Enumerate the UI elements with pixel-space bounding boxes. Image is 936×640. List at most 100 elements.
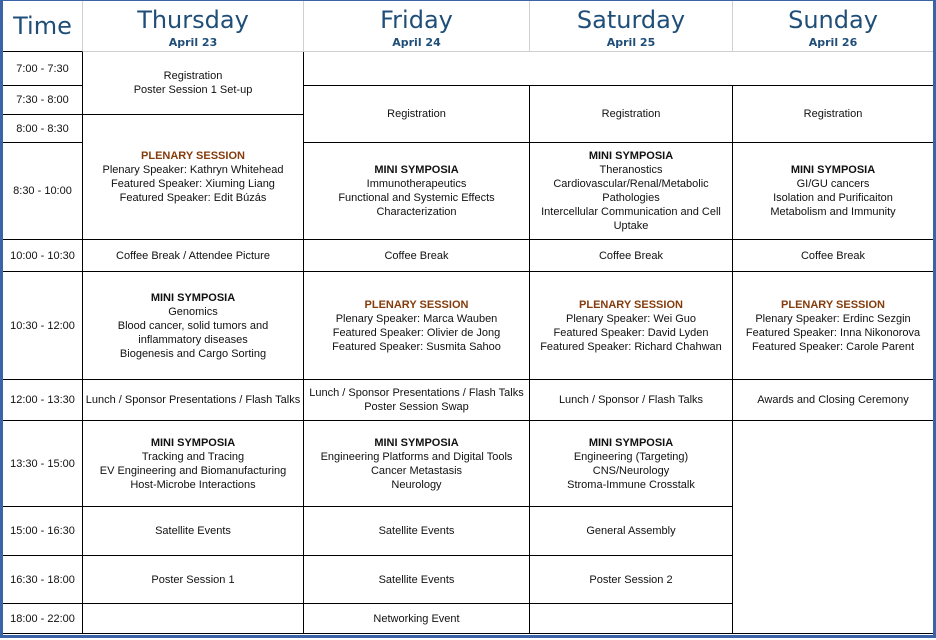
session-line: Neurology (391, 478, 442, 491)
session-cell-top-empty (304, 52, 933, 86)
session-line: Featured Speaker: Olivier de Jong (332, 326, 501, 339)
day-name: Saturday (576, 6, 686, 34)
session-title: MINI SYMPOSIA (374, 436, 459, 449)
session-cell-thu-mini1: MINI SYMPOSIA Genomics Blood cancer, solid… (83, 272, 304, 380)
day-header-thursday: Thursday April 23 (83, 1, 304, 52)
session-line: Registration (387, 108, 446, 120)
session-line: Biogenesis and Cargo Sorting (119, 347, 267, 360)
session-line: Poster Session 1 (151, 573, 235, 586)
session-line: Plenary Speaker: Marca Wauben (335, 312, 498, 325)
session-cell-sat-mini1: MINI SYMPOSIA Theranostics Cardiovascular/… (530, 143, 733, 240)
session-cell-thu-lunch: Lunch / Sponsor Presentations / Flash Ta… (83, 380, 304, 421)
session-line: Satellite Events (378, 573, 455, 586)
time-slot: 7:00 - 7:30 (3, 52, 83, 86)
day-date: April 25 (606, 36, 656, 49)
session-line: Featured Speaker: Inna Nikonorova (745, 326, 921, 339)
session-cell-sun-mini: MINI SYMPOSIA GI/GU cancers Isolation and … (733, 143, 933, 240)
day-name: Friday (380, 6, 453, 34)
session-line: Coffee Break (598, 249, 663, 262)
session-line: Lunch / Sponsor Presentations / Flash Ta… (309, 387, 524, 399)
session-line: Host-Microbe Interactions (130, 478, 256, 491)
session-line: Cancer Metastasis (370, 464, 463, 477)
session-line: Characterization (376, 206, 457, 218)
session-line: Plenary Speaker: Kathryn Whitehead (102, 164, 284, 176)
session-cell-sun-reg: Registration (733, 86, 933, 143)
time-slot: 8:00 - 8:30 (3, 115, 83, 143)
session-line: Immunotherapeutics (366, 178, 467, 190)
session-title: MINI SYMPOSIA (150, 436, 236, 449)
session-line: Coffee Break (384, 249, 449, 262)
time-header: Time (3, 1, 83, 52)
session-line: Lunch / Sponsor Presentations / Flash Ta… (85, 394, 301, 406)
session-cell-fri-coffee: Coffee Break (304, 240, 530, 272)
session-title: MINI SYMPOSIA (588, 436, 674, 449)
session-cell-sat-lunch: Lunch / Sponsor / Flash Talks (530, 380, 733, 421)
session-line: Registration (803, 108, 863, 120)
day-header-friday: Friday April 24 (304, 1, 530, 52)
time-slot: 18:00 - 22:00 (3, 604, 83, 634)
session-cell-thu-poster: Poster Session 1 (83, 556, 304, 604)
session-cell-sun-awards: Awards and Closing Ceremony (733, 380, 933, 421)
session-cell-fri-lunch: Lunch / Sponsor Presentations / Flash Ta… (304, 380, 530, 421)
session-cell-fri-reg: Registration (304, 86, 530, 143)
session-line: Functional and Systemic Effects (338, 192, 495, 204)
day-name: Thursday (137, 6, 249, 34)
session-cell-sun-plen: PLENARY SESSION Plenary Speaker: Erdinc S… (733, 272, 933, 380)
session-line: Networking Event (373, 612, 460, 625)
session-line: Isolation and Purificaiton (773, 192, 893, 204)
session-line: Satellite Events (378, 525, 455, 537)
session-line: Cardiovascular/Renal/Metabolic Pathologi… (553, 178, 709, 204)
session-line: EV Engineering and Biomanufacturing (99, 464, 287, 477)
session-title: PLENARY SESSION (579, 298, 683, 311)
day-date: April 24 (392, 36, 441, 49)
session-cell-fri-plen: PLENARY SESSION Plenary Speaker: Marca Wa… (304, 272, 530, 380)
session-line: General Assembly (586, 525, 676, 537)
time-slot: 15:00 - 16:30 (3, 507, 83, 556)
session-line: Intercellular Communication and Cell Upt… (541, 206, 721, 232)
session-line: Featured Speaker: Edit Búzás (119, 192, 267, 204)
day-name: Sunday (788, 6, 878, 34)
session-line: Featured Speaker: Richard Chahwan (540, 340, 722, 353)
time-slot: 13:30 - 15:00 (3, 421, 83, 507)
session-cell-sat-mini2: MINI SYMPOSIA Engineering (Targeting) CNS/… (530, 421, 733, 507)
session-cell-sat-poster: Poster Session 2 (530, 556, 733, 604)
session-line: Poster Session 1 Set-up (133, 84, 253, 96)
time-slot: 8:30 - 10:00 (3, 143, 83, 240)
session-line: Engineering (Targeting) (573, 450, 689, 463)
session-cell-thu-plen: PLENARY SESSION Plenary Speaker: Kathryn … (83, 115, 304, 240)
session-title: MINI SYMPOSIA (150, 291, 236, 304)
session-title: PLENARY SESSION (781, 298, 885, 311)
session-line: Tracking and Tracing (141, 450, 245, 463)
session-cell-sat-reg: Registration (530, 86, 733, 143)
session-cell-sat-empty (530, 604, 733, 634)
session-cell-fri-net: Networking Event (304, 604, 530, 634)
session-line: Coffee Break (800, 249, 865, 262)
time-slot: 7:30 - 8:00 (3, 86, 83, 115)
session-cell-thu-mini2: MINI SYMPOSIA Tracking and Tracing EV Engi… (83, 421, 304, 507)
session-line: Coffee Break / Attendee Picture (116, 249, 270, 262)
session-line: Featured Speaker: Carole Parent (751, 340, 915, 353)
session-cell-fri-sat2: Satellite Events (304, 556, 530, 604)
session-line: Awards and Closing Ceremony (757, 394, 909, 406)
session-cell-fri-sat1: Satellite Events (304, 507, 530, 556)
session-title: MINI SYMPOSIA (790, 164, 876, 176)
session-line: Metabolism and Immunity (770, 206, 896, 218)
session-line: Registration (601, 108, 661, 120)
session-cell-thu-reg: Registration Poster Session 1 Set-up (83, 52, 304, 115)
day-date: April 26 (808, 36, 858, 49)
time-slot: 16:30 - 18:00 (3, 556, 83, 604)
session-line: Theranostics (599, 164, 663, 176)
session-cell-thu-coffee: Coffee Break / Attendee Picture (83, 240, 304, 272)
session-line: Poster Session Swap (364, 401, 469, 413)
time-slot: 12:00 - 13:30 (3, 380, 83, 421)
day-header-saturday: Saturday April 25 (530, 1, 733, 52)
session-title: MINI SYMPOSIA (374, 164, 459, 176)
session-line: Registration (163, 70, 223, 82)
session-cell-sat-coffee: Coffee Break (530, 240, 733, 272)
time-slot: 10:30 - 12:00 (3, 272, 83, 380)
session-cell-fri-mini1: MINI SYMPOSIA Immunotherapeutics Functiona… (304, 143, 530, 240)
session-line: Featured Speaker: Susmita Sahoo (332, 340, 501, 353)
session-cell-sun-empty (733, 421, 933, 634)
session-cell-sat-ga: General Assembly (530, 507, 733, 556)
